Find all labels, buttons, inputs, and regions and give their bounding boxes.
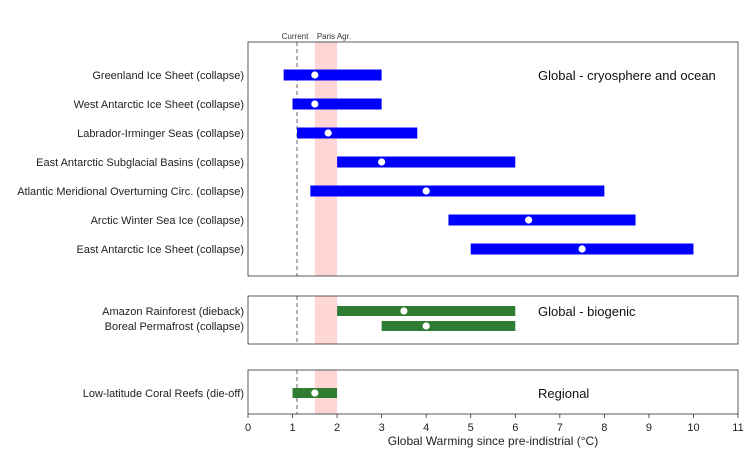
x-tick-label: 8 — [601, 422, 607, 434]
range-bar — [297, 127, 418, 139]
panel-frame — [247, 41, 739, 277]
x-tick-label: 0 — [245, 422, 251, 434]
x-tick-label: 1 — [289, 422, 295, 434]
central-estimate-dot — [578, 245, 586, 253]
row-label: Labrador-Irminger Seas (collapse) — [77, 128, 244, 140]
range-bar — [381, 321, 516, 331]
central-estimate-dot — [400, 307, 408, 315]
range-bar — [337, 156, 516, 168]
x-tick-label: 7 — [557, 422, 563, 434]
central-estimate-dot — [311, 389, 319, 397]
row-label: Low-latitude Coral Reefs (die-off) — [83, 388, 244, 400]
x-tick-label: 4 — [423, 422, 429, 434]
paris-band — [314, 296, 338, 344]
range-bar — [283, 69, 382, 81]
range-bar — [310, 185, 605, 197]
x-tick-label: 10 — [687, 422, 699, 434]
central-estimate-dot — [422, 187, 430, 195]
x-tick-label: 2 — [334, 422, 340, 434]
x-tick-label: 5 — [468, 422, 474, 434]
panel-title: Global - biogenic — [538, 304, 636, 319]
row-label: Boreal Permafrost (collapse) — [105, 321, 244, 333]
row-label: Arctic Winter Sea Ice (collapse) — [91, 215, 244, 227]
central-estimate-dot — [525, 216, 533, 224]
panel-title: Regional — [538, 386, 589, 401]
range-bar — [292, 98, 382, 110]
panel-title: Global - cryosphere and ocean — [538, 68, 716, 83]
x-axis-label: Global Warming since pre-indistrial (°C) — [388, 434, 598, 448]
row-label: Atlantic Meridional Overturning Circ. (c… — [17, 186, 244, 198]
range-bar — [337, 306, 516, 316]
central-estimate-dot — [324, 129, 332, 137]
current-label: Current — [282, 32, 309, 41]
x-tick-label: 11 — [732, 422, 743, 434]
central-estimate-dot — [311, 100, 319, 108]
central-estimate-dot — [378, 158, 386, 166]
row-label: Greenland Ice Sheet (collapse) — [92, 70, 244, 82]
row-label: Amazon Rainforest (dieback) — [102, 306, 244, 318]
x-tick-label: 3 — [379, 422, 385, 434]
range-bar — [448, 214, 636, 226]
x-tick-label: 6 — [512, 422, 518, 434]
panel-frame — [247, 369, 739, 415]
row-label: East Antarctic Ice Sheet (collapse) — [76, 244, 244, 256]
paris-label: Paris Agr. — [317, 32, 351, 41]
row-label: West Antarctic Ice Sheet (collapse) — [74, 99, 244, 111]
central-estimate-dot — [422, 322, 430, 330]
central-estimate-dot — [311, 71, 319, 79]
panel-frame — [247, 295, 739, 345]
x-tick-label: 9 — [646, 422, 652, 434]
row-label: East Antarctic Subglacial Basins (collap… — [36, 157, 244, 169]
